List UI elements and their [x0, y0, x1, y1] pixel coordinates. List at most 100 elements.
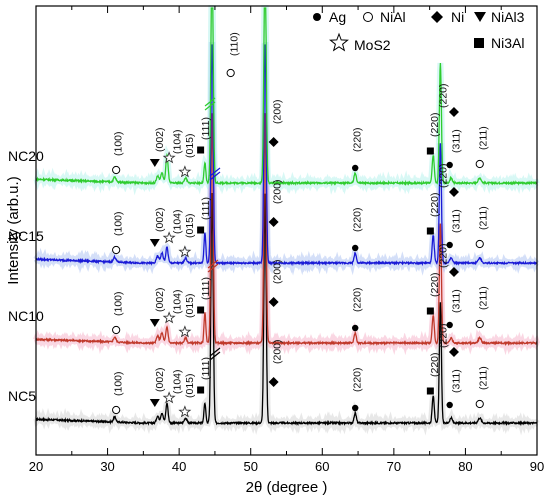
hkl-label-nial3-002: (002) — [154, 207, 166, 232]
hkl-label-mos2-104: (104) — [171, 129, 183, 154]
hkl-label-nial-211: (211) — [478, 206, 490, 230]
hkl-label-ni3al-111: (111) — [200, 117, 212, 140]
nial3-marker — [149, 239, 160, 247]
legend-ag-marker — [313, 13, 321, 21]
hkl-label-nial-100: (100) — [113, 131, 125, 156]
hkl-label-mos2-104: (104) — [171, 369, 183, 394]
nial-marker — [226, 68, 235, 78]
nial-marker — [475, 399, 484, 409]
axis-break-mark — [204, 97, 216, 107]
ni-marker — [268, 297, 279, 307]
nial-marker — [112, 405, 121, 415]
hkl-label-ag-220: (220) — [352, 287, 364, 312]
ni-marker — [268, 137, 279, 147]
ni3al-marker — [197, 226, 205, 234]
hkl-label-ni-200: (200) — [271, 99, 283, 124]
hkl-label-nial-211: (211) — [478, 366, 490, 390]
mos2-marker — [162, 151, 176, 164]
ni3al-marker — [197, 306, 205, 314]
ni-marker — [268, 377, 279, 387]
mos2-marker — [162, 391, 176, 404]
ni-marker — [448, 267, 459, 277]
ni-marker — [448, 347, 459, 357]
axis-break-mark — [209, 171, 221, 181]
ag-marker — [352, 404, 359, 412]
hkl-label-mos2-104: (104) — [171, 209, 183, 234]
phase-marker-layer: (100) (002) (104) (015)(111)(200)(220)(220)… — [112, 32, 490, 418]
hkl-label-ni-200: (200) — [271, 179, 283, 204]
legend-mos2-marker — [329, 32, 349, 52]
mos2-marker — [178, 325, 192, 338]
hkl-label-ni3al-220: (220) — [429, 192, 441, 217]
legend: Ag NiAl Ni NiAl3 MoS2 Ni3Al — [313, 9, 525, 53]
ni3al-marker — [426, 227, 434, 235]
ni3al-marker — [197, 146, 205, 154]
nial-marker — [475, 239, 484, 249]
hkl-label-ni-220: (220) — [438, 323, 450, 348]
ag-marker — [446, 241, 453, 249]
x-tick-label: 40 — [172, 459, 186, 474]
series-line-nc15 — [35, 44, 538, 267]
mos2-marker — [178, 245, 192, 258]
series-line-nc5 — [35, 192, 538, 427]
nial3-marker — [149, 399, 160, 407]
nial-marker — [475, 319, 484, 329]
ag-marker — [446, 401, 453, 409]
mos2-marker — [178, 165, 192, 178]
hkl-label-ag-311: (311) — [450, 129, 462, 153]
ag-marker — [446, 161, 453, 169]
mos2-marker — [178, 405, 192, 418]
ni3al-marker — [426, 387, 434, 395]
series-label-nc15: NC15 — [8, 228, 44, 244]
legend-nial3-label: NiAl3 — [491, 9, 525, 25]
hkl-label-nial-100: (100) — [113, 371, 125, 396]
nial3-marker — [149, 319, 160, 327]
hkl-label-ni3al-220: (220) — [429, 352, 441, 377]
hkl-label-ni-200: (200) — [271, 259, 283, 284]
ag-marker — [352, 164, 359, 172]
hkl-label-ni-220: (220) — [438, 83, 450, 108]
y-axis-title: Intensity (arb.u.) — [5, 176, 22, 284]
hkl-label-mos2-015: (015) — [184, 293, 196, 318]
nial-marker — [475, 159, 484, 169]
ni3al-marker — [197, 386, 205, 394]
hkl-label-mos2-015: (015) — [184, 133, 196, 158]
legend-nial-marker — [363, 12, 373, 22]
axis-break-mark — [209, 351, 221, 361]
ag-marker — [352, 324, 359, 332]
mos2-marker — [162, 231, 176, 244]
x-tick-label: 80 — [458, 459, 472, 474]
axis-break-mark — [204, 101, 216, 111]
hkl-label-ni3al-111: (111) — [200, 277, 212, 300]
hkl-label-ni-220: (220) — [438, 243, 450, 268]
hkl-label-mos2-015: (015) — [184, 213, 196, 238]
ag-marker — [446, 321, 453, 329]
axis-break-mark — [209, 167, 221, 177]
legend-mos2-label: MoS2 — [354, 37, 391, 53]
hkl-label-ag-220: (220) — [352, 367, 364, 392]
x-tick-label: 60 — [315, 459, 329, 474]
series-line-nc10 — [35, 113, 538, 347]
hkl-label-ag-220: (220) — [352, 127, 364, 152]
hkl-label-nial3-002: (002) — [154, 287, 166, 312]
ni-marker — [448, 187, 459, 197]
x-tick-label: 20 — [29, 459, 43, 474]
series-layer: NC5 NC10 NC15 NC20 — [8, 7, 538, 427]
hkl-label-nial-110: (110) — [229, 32, 241, 56]
hkl-label-nial-211: (211) — [478, 126, 490, 150]
x-tick-label: 50 — [243, 459, 257, 474]
x-tick-label: 90 — [530, 459, 544, 474]
hkl-label-nial-211: (211) — [478, 286, 490, 310]
axis-break-mark — [207, 259, 219, 269]
ni-marker — [268, 217, 279, 227]
hkl-label-ni3al-220: (220) — [429, 112, 441, 137]
nial-marker — [112, 165, 121, 175]
series-line-nc20 — [35, 7, 538, 187]
legend-ag-label: Ag — [329, 9, 346, 25]
series-label-nc5: NC5 — [8, 388, 36, 404]
axes-layer: 20 30 40 50 60 70 80 90 2θ (degree ) Intensity (a… — [5, 5, 544, 496]
mos2-marker — [162, 311, 176, 324]
ag-marker — [352, 244, 359, 252]
nial3-marker — [149, 159, 160, 167]
